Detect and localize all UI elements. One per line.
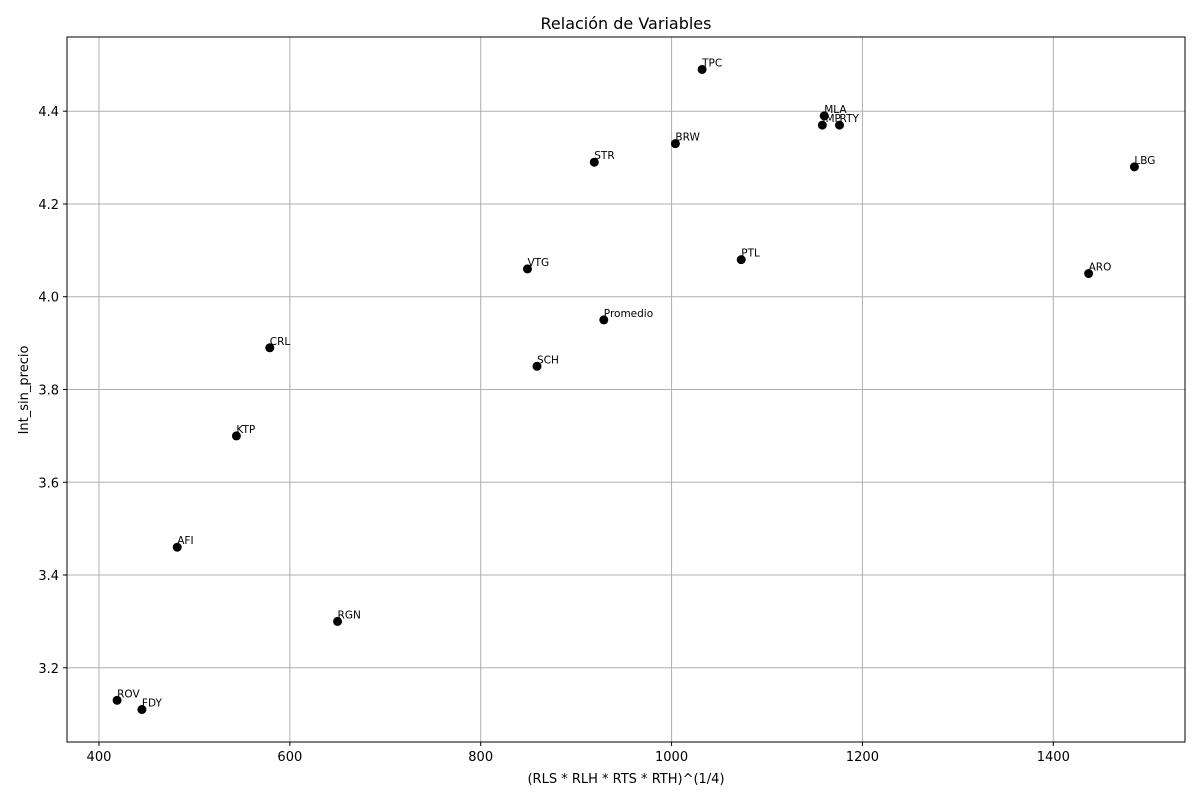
point-label: CRL (270, 336, 291, 348)
point (333, 616, 343, 626)
point (112, 695, 122, 705)
point-label: KTP (236, 424, 255, 436)
x-tick-label: 600 (277, 750, 302, 765)
point-label: VTG (527, 257, 549, 269)
point (670, 139, 680, 149)
point (172, 542, 182, 552)
point (231, 431, 241, 441)
point-label: PTL (741, 248, 760, 260)
point-label: BRW (675, 132, 700, 144)
point-label: FDY (142, 698, 163, 710)
point (1084, 269, 1094, 279)
point (532, 361, 542, 371)
x-tick-label: 400 (87, 750, 112, 765)
point-label: STR (594, 150, 614, 162)
chart-title: Relación de Variables (541, 14, 712, 33)
point (522, 264, 532, 274)
x-tick-label: 1200 (846, 750, 879, 765)
point-label: MLA (824, 104, 847, 116)
point-label: Promedio (604, 308, 653, 320)
y-tick-label: 3.6 (38, 476, 59, 491)
point (819, 111, 829, 121)
point (697, 64, 707, 74)
point-label: LBG (1134, 155, 1155, 167)
point (589, 157, 599, 167)
point-label: RGN (338, 609, 361, 621)
point (817, 120, 827, 130)
point-label: ROV (117, 688, 140, 700)
point (1129, 162, 1139, 172)
point (835, 120, 845, 130)
point-label: TPC (701, 57, 722, 69)
point (265, 343, 275, 353)
y-tick-label: 3.4 (38, 569, 59, 584)
point-label: AFI (177, 535, 193, 547)
y-tick-label: 3.8 (38, 384, 59, 399)
y-tick-label: 4.4 (38, 105, 59, 120)
y-tick-label: 4.2 (38, 198, 59, 213)
y-axis-label: Int_sin_precio (17, 346, 32, 435)
x-tick-label: 800 (468, 750, 493, 765)
y-tick-label: 4.0 (38, 291, 59, 306)
y-tick-label: 3.2 (38, 662, 59, 677)
plot-frame (66, 36, 1186, 743)
x-axis-label: (RLS * RLH * RTS * RTH)^(1/4) (527, 772, 724, 787)
x-tick-label: 1000 (655, 750, 688, 765)
point (137, 705, 147, 715)
point-label: RTY (840, 113, 860, 125)
x-tick-label: 1400 (1037, 750, 1070, 765)
point (599, 315, 609, 325)
point-label: SCH (537, 354, 559, 366)
point-label: ARO (1089, 262, 1112, 274)
point (736, 255, 746, 265)
